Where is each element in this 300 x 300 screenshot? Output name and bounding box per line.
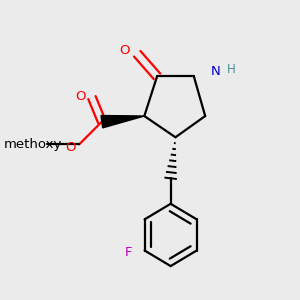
Text: F: F bbox=[125, 246, 133, 259]
Text: H: H bbox=[227, 63, 236, 76]
Polygon shape bbox=[101, 116, 144, 128]
Text: O: O bbox=[65, 141, 76, 154]
Text: methoxy: methoxy bbox=[4, 138, 62, 151]
Text: O: O bbox=[119, 44, 130, 57]
Text: N: N bbox=[211, 65, 220, 78]
Text: O: O bbox=[75, 90, 86, 103]
